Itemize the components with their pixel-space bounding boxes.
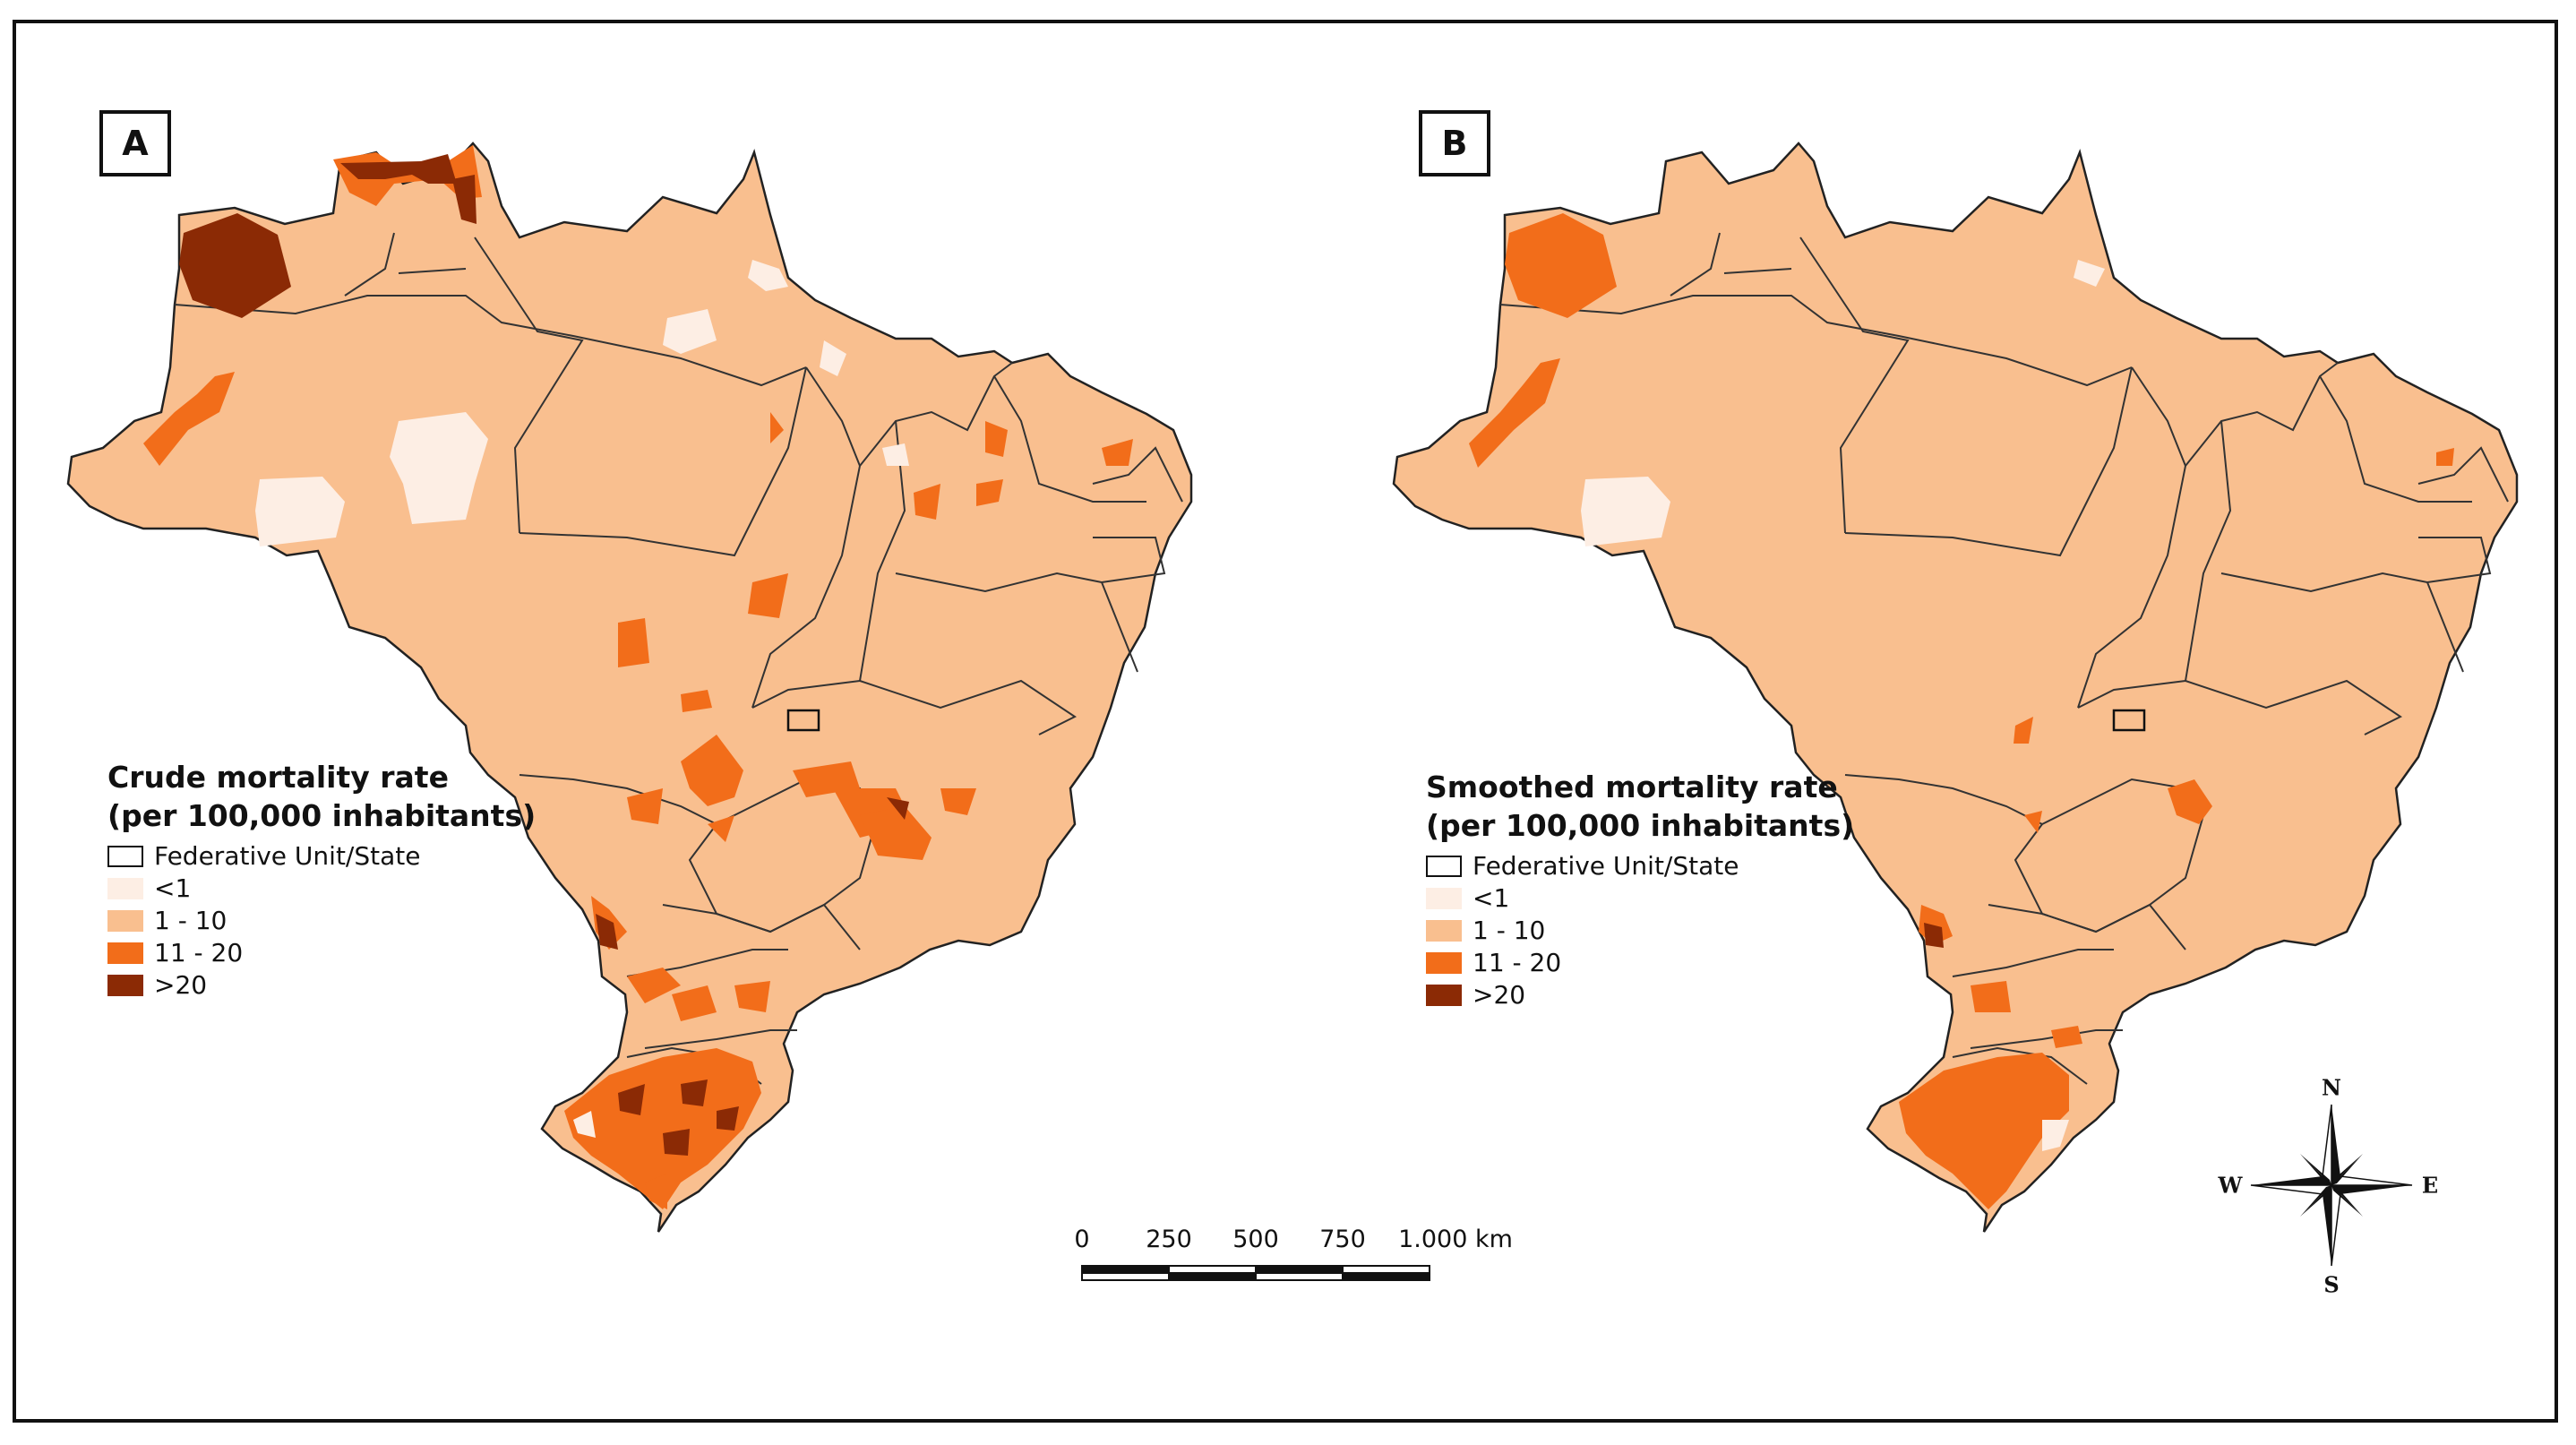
map-b-rate-patches bbox=[1469, 213, 2454, 1209]
legend-a-label-lt1: <1 bbox=[154, 873, 192, 903]
legend-b-swatch-1-10 bbox=[1426, 920, 1462, 942]
legend-b-label-11-20: 11 - 20 bbox=[1473, 948, 1562, 977]
legend-a-swatch-1-10 bbox=[107, 910, 143, 932]
compass-rose bbox=[2250, 1104, 2413, 1267]
legend-a-item-lt1: <1 bbox=[107, 873, 536, 905]
legend-b-label-1-10: 1 - 10 bbox=[1473, 916, 1546, 945]
compass-south-label: S bbox=[2323, 1271, 2340, 1298]
legend-a-swatch-state bbox=[107, 846, 143, 867]
scale-label-1000km: 1.000 km bbox=[1398, 1226, 1513, 1253]
legend-b-swatch-lt1 bbox=[1426, 888, 1462, 909]
legend-b-item-state: Federative Unit/State bbox=[1426, 850, 1854, 882]
legend-b: Smoothed mortality rate (per 100,000 inh… bbox=[1426, 768, 1854, 1011]
panel-label-a: A bbox=[99, 110, 171, 176]
legend-a-label-gt20: >20 bbox=[154, 970, 208, 1000]
legend-a-title-line1: Crude mortality rate bbox=[107, 760, 449, 795]
map-a-crude-mortality bbox=[66, 142, 1193, 1234]
compass-west-label: W bbox=[2218, 1172, 2243, 1199]
legend-b-label-state: Federative Unit/State bbox=[1473, 851, 1739, 881]
map-a-rate-patches bbox=[143, 145, 1133, 1209]
legend-b-item-1-10: 1 - 10 bbox=[1426, 915, 1854, 947]
legend-a-swatch-lt1 bbox=[107, 878, 143, 899]
map-b-federal-district bbox=[2112, 709, 2146, 732]
scale-label-250: 250 bbox=[1146, 1226, 1192, 1253]
legend-b-swatch-11-20 bbox=[1426, 952, 1462, 974]
legend-a-swatch-11-20 bbox=[107, 942, 143, 964]
panel-label-b: B bbox=[1419, 110, 1490, 176]
map-a-federal-district bbox=[786, 709, 820, 732]
map-b-state-borders bbox=[1499, 232, 2509, 1085]
legend-b-item-gt20: >20 bbox=[1426, 979, 1854, 1011]
legend-b-item-lt1: <1 bbox=[1426, 882, 1854, 915]
legend-b-title-line1: Smoothed mortality rate bbox=[1426, 770, 1838, 804]
legend-a-item-gt20: >20 bbox=[107, 969, 536, 1002]
legend-a: Crude mortality rate (per 100,000 inhabi… bbox=[107, 758, 536, 1002]
map-a-state-borders bbox=[174, 232, 1183, 1085]
legend-a-swatch-gt20 bbox=[107, 975, 143, 996]
legend-b-swatch-state bbox=[1426, 856, 1462, 877]
legend-a-label-11-20: 11 - 20 bbox=[154, 938, 244, 968]
legend-a-item-1-10: 1 - 10 bbox=[107, 905, 536, 937]
scale-label-750: 750 bbox=[1319, 1226, 1366, 1253]
compass-north-label: N bbox=[2322, 1074, 2341, 1101]
legend-a-title-line2: (per 100,000 inhabitants) bbox=[107, 798, 537, 833]
scale-label-0: 0 bbox=[1074, 1226, 1090, 1253]
scale-label-500: 500 bbox=[1232, 1226, 1279, 1253]
legend-b-label-gt20: >20 bbox=[1473, 980, 1526, 1010]
legend-a-item-state: Federative Unit/State bbox=[107, 840, 536, 873]
legend-b-item-11-20: 11 - 20 bbox=[1426, 947, 1854, 979]
legend-a-label-1-10: 1 - 10 bbox=[154, 906, 228, 935]
legend-b-title-line2: (per 100,000 inhabitants) bbox=[1426, 808, 1855, 843]
legend-a-label-state: Federative Unit/State bbox=[154, 841, 421, 871]
legend-b-label-lt1: <1 bbox=[1473, 883, 1510, 913]
map-b-smoothed-mortality bbox=[1392, 142, 2519, 1234]
legend-a-item-11-20: 11 - 20 bbox=[107, 937, 536, 969]
scale-bar bbox=[1081, 1265, 1430, 1281]
compass-east-label: E bbox=[2421, 1172, 2439, 1199]
legend-b-swatch-gt20 bbox=[1426, 985, 1462, 1006]
